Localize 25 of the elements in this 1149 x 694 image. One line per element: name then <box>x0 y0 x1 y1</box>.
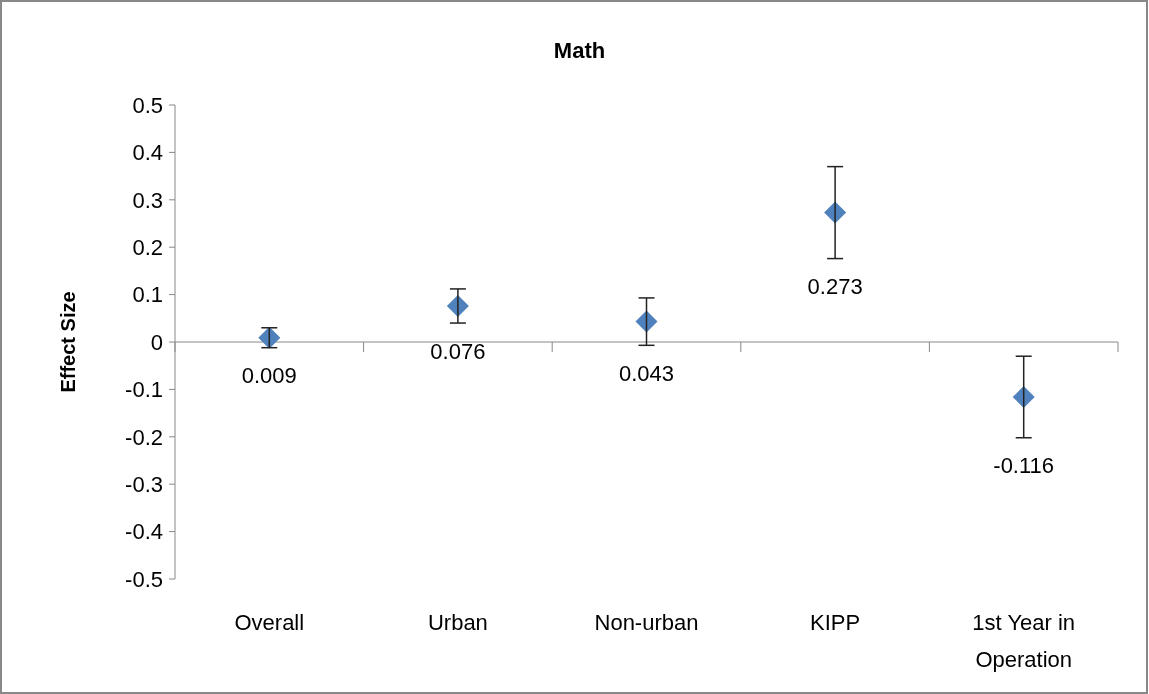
point <box>635 310 658 333</box>
data-label: -0.116 <box>993 453 1055 479</box>
y-axis-title: Effect Size <box>57 291 79 393</box>
y-tick-label: -0.5 <box>125 566 163 592</box>
data-label: 0.009 <box>241 363 297 389</box>
x-tick-label: KIPP <box>810 610 861 635</box>
data-label: 0.076 <box>430 338 486 364</box>
data-label: 0.043 <box>618 361 675 387</box>
point <box>1012 385 1035 408</box>
y-tick-label: 0.5 <box>132 92 163 118</box>
y-tick-label: -0.4 <box>125 519 163 545</box>
y-tick-label: 0 <box>150 329 163 355</box>
y-tick-label: -0.2 <box>125 424 163 450</box>
x-tick-label: Urban <box>427 610 488 635</box>
y-tick-label: 0.2 <box>132 234 163 260</box>
y-tick-label: 0.1 <box>132 282 163 308</box>
x-tick-label: Overall <box>234 610 305 635</box>
chart-title: Math <box>553 38 606 63</box>
y-tick-label: 0.4 <box>132 140 163 166</box>
x-tick-label: Non-urban <box>594 610 699 635</box>
x-tick-label: 1st Year in Operation <box>972 610 1076 672</box>
y-tick-label: 0.3 <box>132 187 163 213</box>
y-tick-label: -0.3 <box>125 471 163 497</box>
data-label: 0.273 <box>807 274 863 300</box>
y-tick-label: -0.1 <box>125 377 163 403</box>
